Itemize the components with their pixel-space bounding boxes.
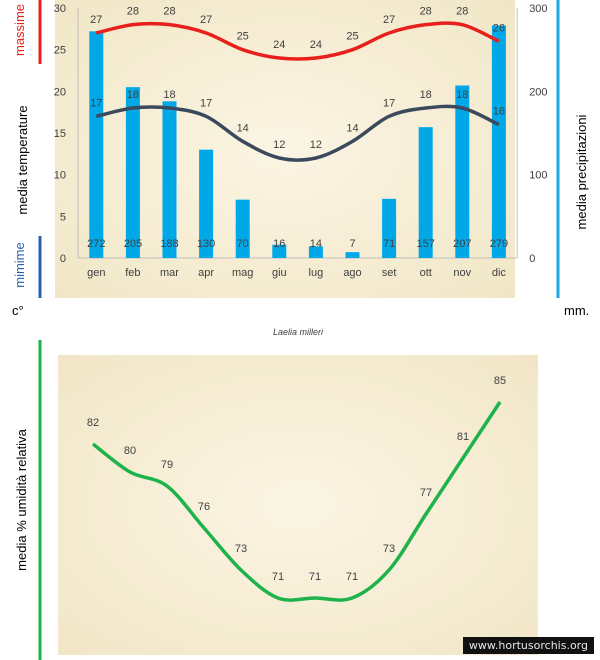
max-temp-data-label: 27 <box>383 14 395 26</box>
min-temp-line <box>95 104 500 162</box>
precip-bar <box>272 244 287 258</box>
max-temp-data-label: 25 <box>346 31 358 43</box>
month-tick-label: dic <box>492 267 507 279</box>
min-temp-data-label: 14 <box>346 122 358 134</box>
precip-y-tick-label: 100 <box>529 170 547 182</box>
precip-bar <box>418 127 433 259</box>
precip-data-label: 71 <box>383 238 395 250</box>
min-temp-data-label: 17 <box>200 97 212 109</box>
humidity-data-label: 85 <box>494 375 506 387</box>
precip-data-label: 16 <box>273 238 285 250</box>
watermark: www.hortusorchis.org <box>462 637 594 654</box>
max-temp-data-label: 25 <box>237 31 249 43</box>
min-series-label: mimime <box>12 242 27 288</box>
min-temp-data-label: 12 <box>273 139 285 151</box>
chart-title: Laelia milleri <box>273 327 324 337</box>
precip-bar <box>491 25 506 258</box>
precip-data-label: 7 <box>349 238 355 250</box>
month-tick-label: nov <box>453 267 471 279</box>
humidity-data-label: 71 <box>272 571 284 583</box>
max-temp-data-label: 24 <box>273 39 285 51</box>
min-temp-data-label: 18 <box>163 89 175 101</box>
precip-bar <box>235 199 250 258</box>
precip-data-label: 205 <box>124 238 142 250</box>
humidity-data-label: 71 <box>309 571 321 583</box>
temp-y-tick-label: 5 <box>60 211 66 223</box>
precip-bar <box>308 246 323 258</box>
month-tick-label: ott <box>420 267 432 279</box>
precip-bar <box>89 31 104 259</box>
max-temp-data-label: 28 <box>127 6 139 18</box>
min-temp-data-label: 14 <box>237 122 249 134</box>
month-tick-label: gen <box>87 267 105 279</box>
humidity-data-label: 76 <box>198 501 210 513</box>
humidity-line <box>91 401 502 602</box>
temp-y-axis-label: media temperature <box>15 105 30 214</box>
precip-data-label: 207 <box>453 238 471 250</box>
max-temp-data-label: 27 <box>90 14 102 26</box>
precip-y-tick-label: 200 <box>529 86 547 98</box>
precip-bar <box>162 101 177 258</box>
precip-data-label: 272 <box>87 238 105 250</box>
max-temp-data-label: 24 <box>310 39 322 51</box>
month-tick-label: mag <box>232 267 253 279</box>
temp-y-tick-label: 20 <box>54 86 66 98</box>
humidity-data-label: 79 <box>161 459 173 471</box>
humidity-y-axis-label: media % umidità relativa <box>14 428 29 570</box>
precip-bar <box>382 198 397 258</box>
precip-data-label: 157 <box>417 238 435 250</box>
max-temp-data-label: 28 <box>456 6 468 18</box>
max-temp-data-label: 28 <box>420 6 432 18</box>
month-tick-label: lug <box>309 267 324 279</box>
precip-y-tick-label: 300 <box>529 3 547 15</box>
month-tick-label: giu <box>272 267 287 279</box>
humidity-data-label: 77 <box>420 487 432 499</box>
temp-y-tick-label: 0 <box>60 253 66 265</box>
humidity-chart-background <box>58 355 538 655</box>
month-tick-label: apr <box>198 267 214 279</box>
max-temp-data-label: 27 <box>200 14 212 26</box>
precip-bar <box>125 87 140 259</box>
max-temp-line <box>95 21 500 61</box>
temp-y-tick-label: 10 <box>54 170 66 182</box>
precip-data-label: 188 <box>160 238 178 250</box>
max-temp-data-label: 26 <box>493 22 505 34</box>
min-temp-data-label: 18 <box>127 89 139 101</box>
min-temp-data-label: 18 <box>420 89 432 101</box>
temp-y-tick-label: 25 <box>54 45 66 57</box>
min-temp-data-label: 12 <box>310 139 322 151</box>
max-series-label: massime <box>12 4 27 56</box>
precip-data-label: 70 <box>237 238 249 250</box>
precip-y-axis-label: media precipitazioni <box>574 114 589 229</box>
precip-unit-label: mm. <box>564 303 589 318</box>
precip-bar <box>199 149 214 258</box>
precip-y-tick-label: 0 <box>529 253 535 265</box>
humidity-data-label: 82 <box>87 417 99 429</box>
precip-bar <box>345 252 360 258</box>
precip-bar <box>455 85 470 258</box>
humidity-data-label: 71 <box>346 571 358 583</box>
temp-unit-label: c° <box>12 303 24 318</box>
max-temp-data-label: 28 <box>163 6 175 18</box>
precip-data-label: 279 <box>490 238 508 250</box>
month-tick-label: set <box>382 267 397 279</box>
min-temp-data-label: 16 <box>493 106 505 118</box>
humidity-data-label: 73 <box>383 543 395 555</box>
temp-y-tick-label: 15 <box>54 128 66 140</box>
min-temp-data-label: 17 <box>383 97 395 109</box>
humidity-data-label: 73 <box>235 543 247 555</box>
month-tick-label: feb <box>125 267 140 279</box>
humidity-data-label: 80 <box>124 445 136 457</box>
precip-data-label: 14 <box>310 238 322 250</box>
month-tick-label: ago <box>343 267 361 279</box>
temp-y-tick-label: 30 <box>54 3 66 15</box>
precip-data-label: 130 <box>197 238 215 250</box>
min-temp-data-label: 18 <box>456 89 468 101</box>
min-temp-data-label: 17 <box>90 97 102 109</box>
humidity-data-label: 81 <box>457 431 469 443</box>
month-tick-label: mar <box>160 267 179 279</box>
